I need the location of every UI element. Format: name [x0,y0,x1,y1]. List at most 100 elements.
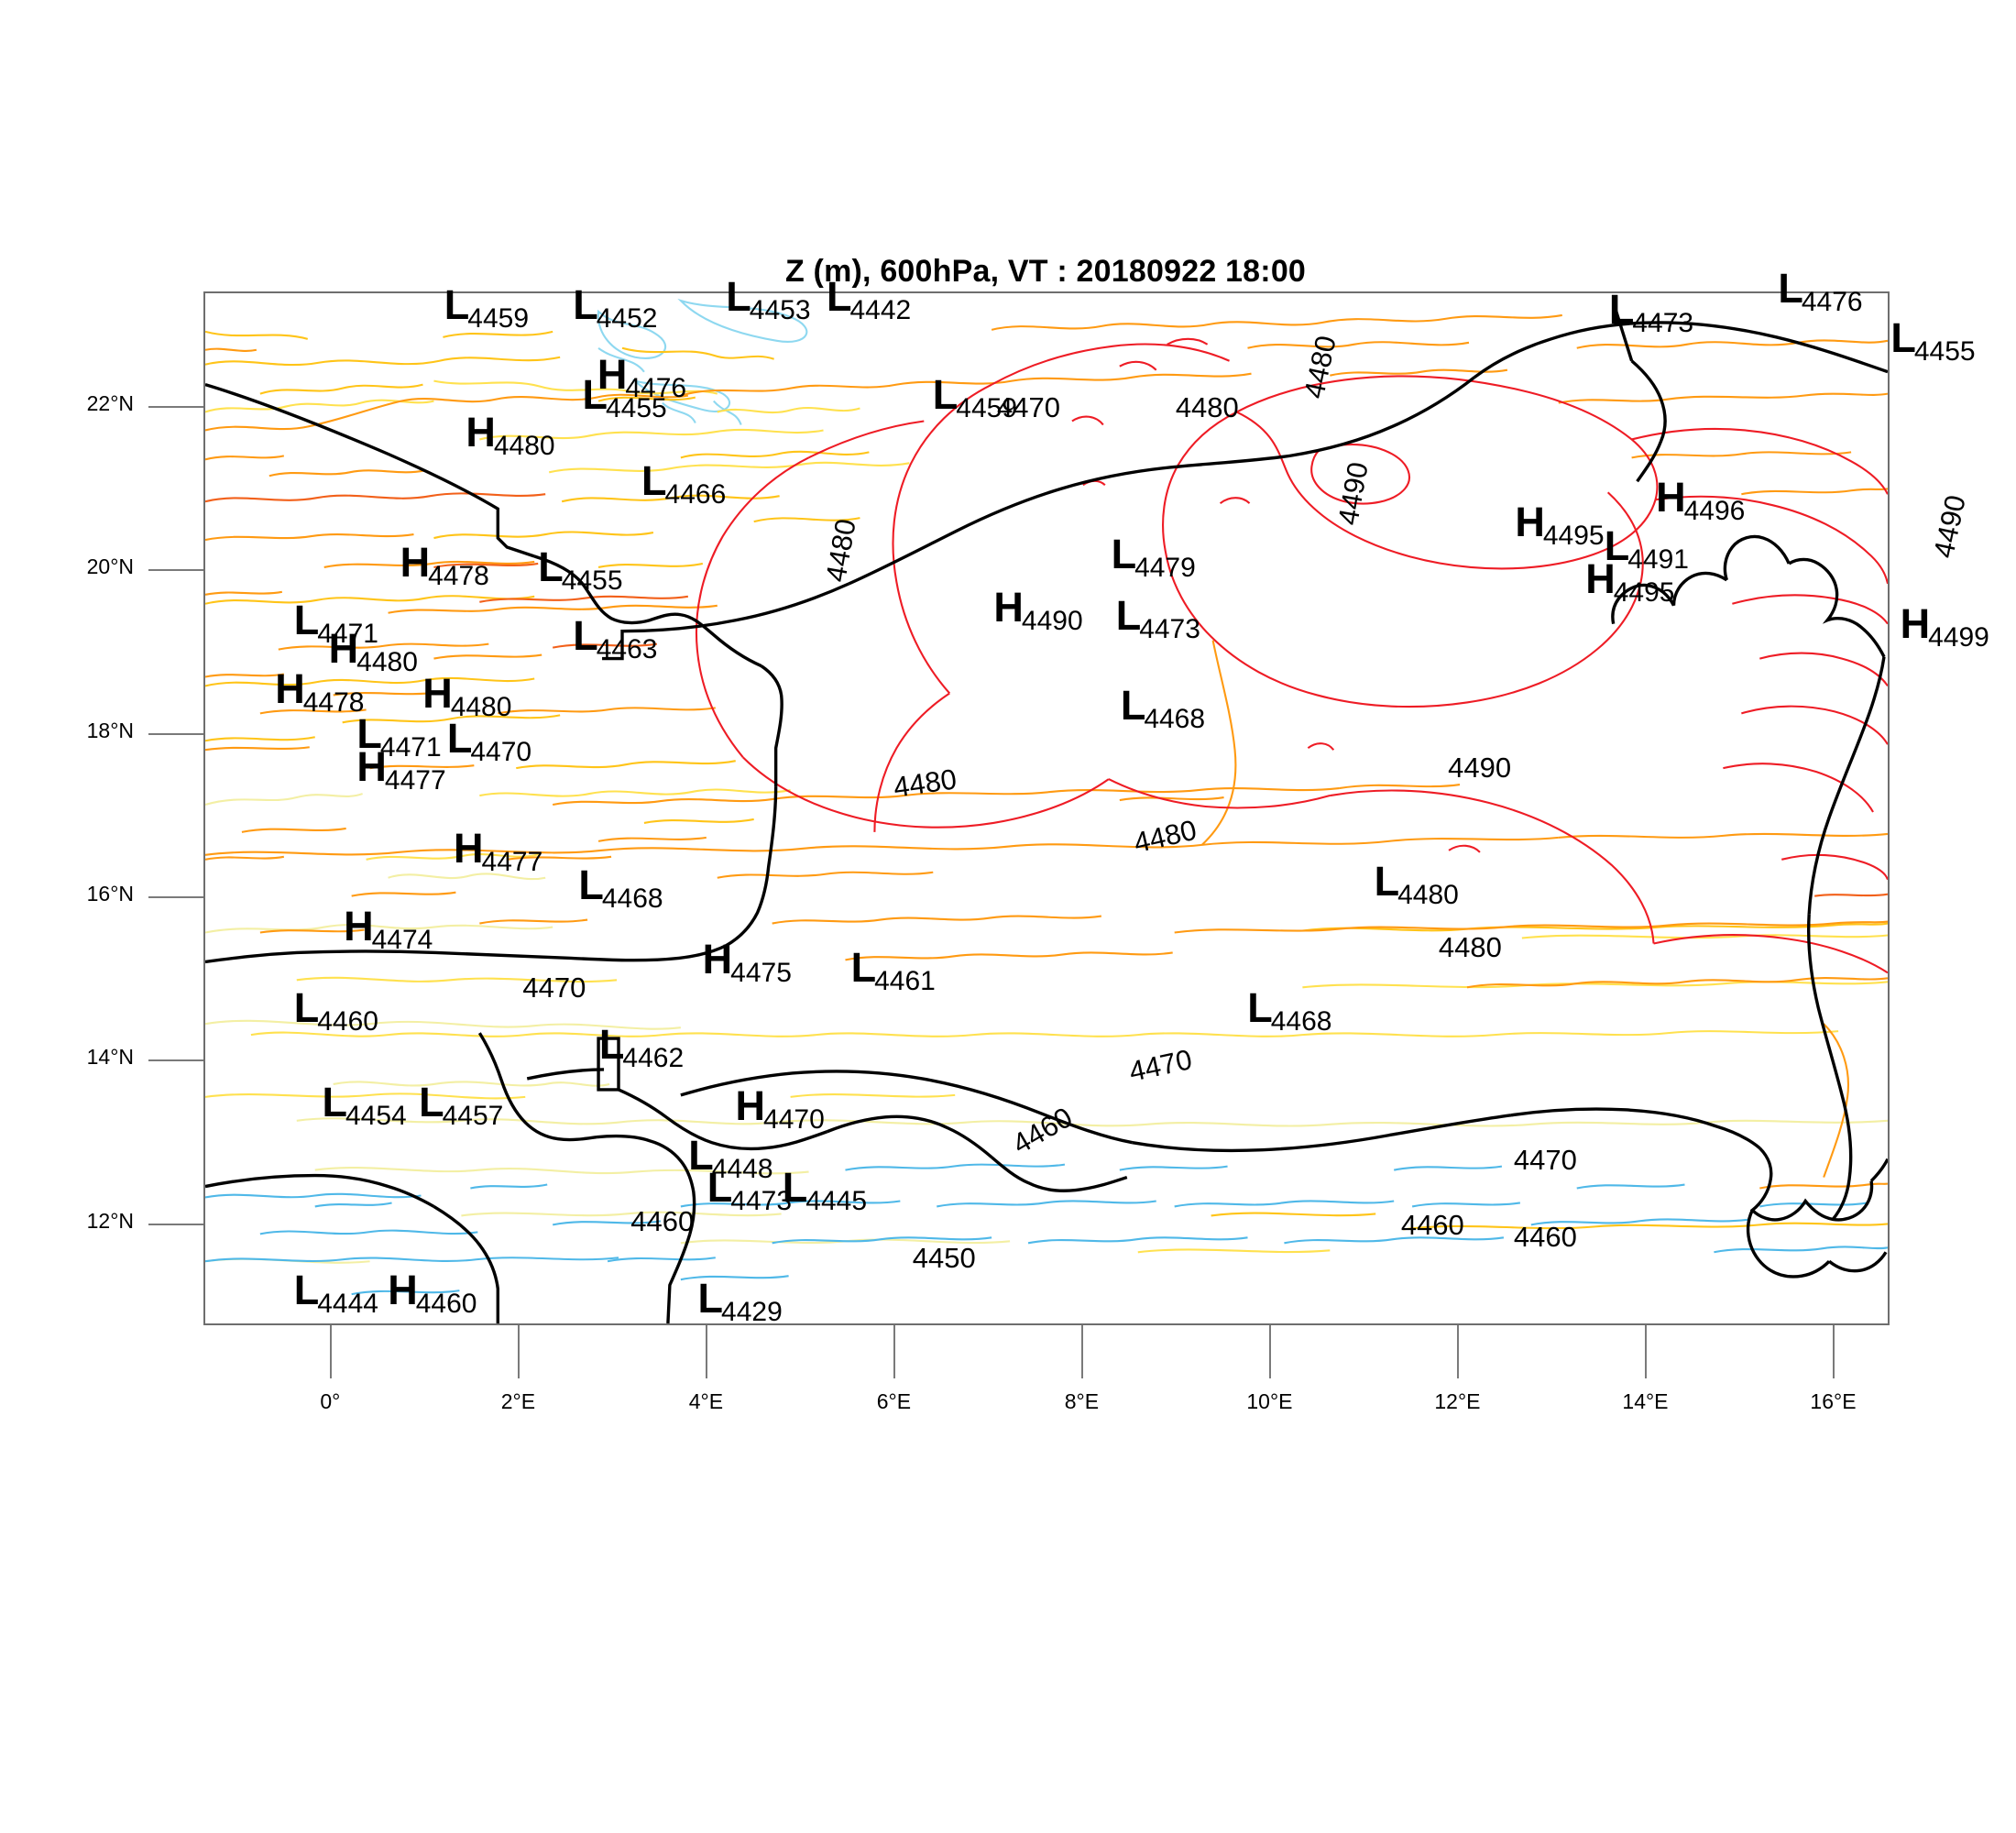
extremum-high: H4476 [597,354,688,402]
extremum-high: H4460 [388,1266,478,1318]
y-axis-label: 22°N [86,390,134,415]
contour-value-label: 4470 [997,391,1061,424]
extremum-glyph: L [578,862,604,909]
contour-4490 [695,337,1888,974]
extremum-value: 4475 [730,957,792,988]
extremum-low: L4491 [1605,525,1691,574]
contour-4480 [205,313,1888,1190]
contour-value-label: 4460 [1400,1208,1464,1241]
extremum-glyph: L [1890,313,1916,361]
extremum-value: 4478 [302,687,365,719]
y-tick-mark [148,569,203,572]
extremum-glyph: L [1608,285,1635,333]
extremum-high: H4480 [329,628,420,676]
extremum-glyph: L [1120,682,1146,730]
contour-canvas [205,298,1888,1323]
extremum-high: H4477 [356,746,447,795]
extremum-glyph: H [388,1266,418,1313]
extremum-value: 4499 [1928,622,1989,653]
extremum-glyph: H [993,584,1024,631]
y-axis-label: 12°N [86,1208,134,1233]
extremum-low: L4445 [783,1167,869,1215]
extremum-low: L4444 [294,1269,380,1318]
extremum-high: H4495 [1585,558,1676,607]
extremum-glyph: H [1515,498,1545,545]
extremum-low: L4461 [851,947,937,995]
extremum-high: H4480 [422,669,513,721]
contour-value-label: 4450 [912,1241,976,1274]
contour-value-label: 4470 [1513,1143,1577,1176]
y-axis-label: 18°N [86,718,134,742]
extremum-value: 4470 [763,1104,825,1136]
extremum-low: L4453 [726,276,812,324]
extremum-value: 4490 [1021,606,1083,637]
extremum-glyph: L [573,281,598,329]
extremum-low: L4455 [1890,313,1977,366]
extremum-value: 4479 [1134,553,1196,584]
extremum-low: L4455 [538,543,624,595]
extremum-low: L4460 [294,987,380,1036]
extremum-high: H4477 [454,825,544,876]
extremum-value: 4453 [749,295,811,326]
y-tick-mark [148,405,203,408]
extremum-glyph: L [444,281,470,329]
x-axis-label: 8°E [1064,1389,1100,1413]
extremum-glyph: L [446,714,473,762]
extremum-low: L4454 [323,1081,409,1130]
extremum-value: 4495 [1613,577,1675,608]
extremum-value: 4476 [625,373,687,404]
extremum-value: 4444 [317,1288,378,1319]
extremum-glyph: L [538,543,564,590]
extremum-value: 4452 [596,303,658,335]
extremum-low: L4476 [1778,268,1864,316]
extremum-low: L4471 [356,710,443,762]
contour-4450-north [597,298,808,425]
x-tick-mark [1269,1325,1272,1378]
x-tick-mark [1645,1325,1648,1378]
extremum-value: 4471 [379,732,442,763]
extremum-value: 4455 [561,565,623,596]
extremum-low: L4429 [697,1274,784,1326]
y-tick-mark [148,1223,203,1225]
extremum-low: L4463 [573,615,659,664]
x-tick-mark [1081,1325,1084,1378]
extremum-value: 4491 [1627,544,1689,576]
extremum-value: 4455 [1913,335,1976,367]
extremum-value: 4461 [874,965,936,996]
x-axis-label: 16°E [1810,1389,1857,1413]
extremum-value: 4468 [601,884,663,915]
extremum-glyph: H [1900,600,1931,648]
extremum-glyph: H [454,825,484,873]
extremum-value: 4478 [428,561,489,592]
y-axis-label: 20°N [86,554,134,579]
extremum-glyph: H [735,1082,766,1130]
extremum-value: 4480 [1397,879,1459,910]
extremum-value: 4463 [596,634,658,665]
x-axis-label: 0° [320,1389,341,1413]
extremum-glyph: H [466,408,496,456]
extremum-low: L4468 [1247,987,1333,1036]
political-borders [205,302,1888,1323]
extremum-value: 4474 [371,924,433,955]
chart-title: Z (m), 600hPa, VT : 20180922 18:00 [784,254,1307,289]
extremum-glyph: H [422,669,453,717]
x-axis-label: 14°E [1622,1389,1669,1413]
extremum-low: L4473 [1116,595,1202,643]
extremum-value: 4473 [730,1186,793,1217]
extremum-glyph: L [697,1274,724,1322]
x-tick-mark [330,1325,333,1378]
extremum-value: 4460 [317,1006,378,1037]
x-tick-mark [518,1325,520,1378]
extremum-glyph: L [598,1021,625,1069]
x-axis-label: 4°E [688,1389,724,1413]
x-axis-label: 12°E [1434,1389,1481,1413]
extremum-low: L4479 [1112,533,1198,582]
extremum-value: 4462 [622,1043,685,1074]
extremum-high: H4475 [703,938,794,987]
y-tick-mark [148,732,203,735]
x-tick-mark [706,1325,708,1378]
extremum-value: 4459 [956,393,1018,424]
extremum-glyph: L [356,710,382,758]
extremum-value: 4480 [450,691,512,722]
extremum-value: 4477 [384,765,446,796]
